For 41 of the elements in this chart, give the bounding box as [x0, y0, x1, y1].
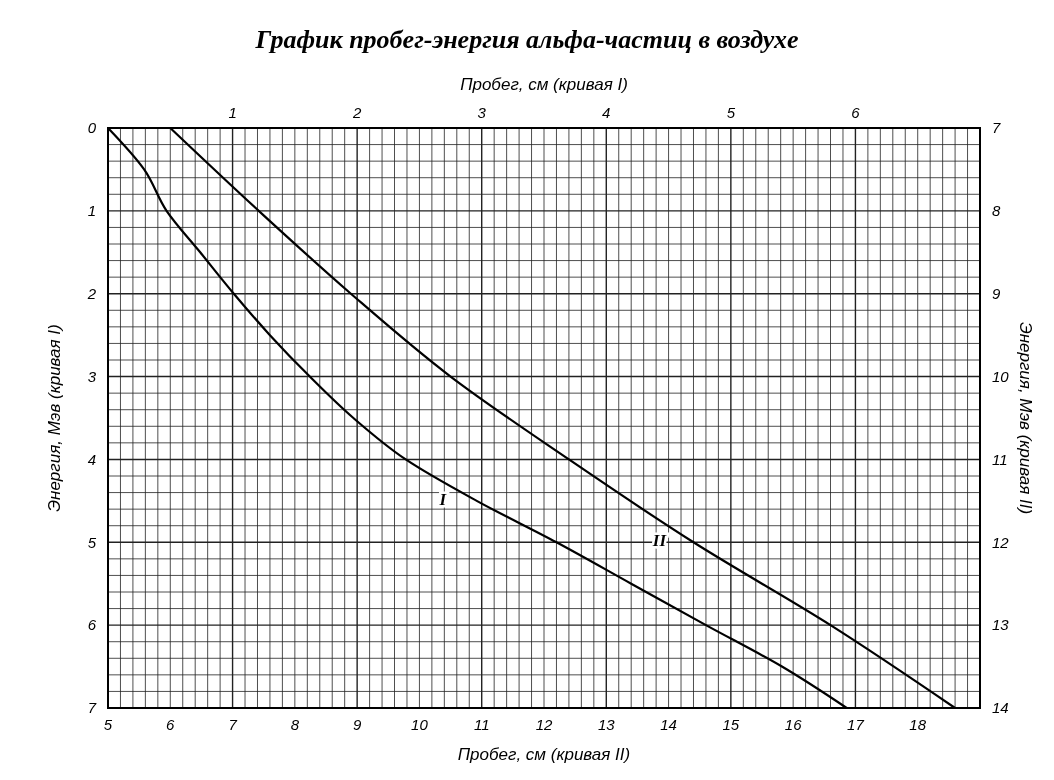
x2-tick-label: 1 — [228, 104, 237, 121]
y2-tick-label: 14 — [992, 699, 1009, 717]
y-tick-label: 6 — [87, 616, 97, 634]
y-tick-label: 7 — [87, 699, 97, 717]
x-axis-title: Пробег, см (кривая II) — [457, 745, 631, 764]
x2-tick-label: 5 — [726, 104, 736, 121]
x-tick-label: 9 — [352, 716, 362, 733]
x2-tick-label: 2 — [351, 104, 362, 121]
y-tick-label: 0 — [87, 119, 97, 137]
x2-tick-label: 6 — [851, 104, 861, 121]
y-tick-label: 1 — [87, 202, 96, 220]
y-tick-label: 4 — [87, 450, 96, 468]
y2-tick-label: 13 — [992, 616, 1010, 634]
x-tick-label: 18 — [909, 716, 927, 733]
chart-title: График пробег-энергия альфа-частиц в воздухе — [254, 25, 799, 54]
x-tick-label: 7 — [228, 716, 238, 733]
x2-tick-label: 3 — [477, 104, 487, 121]
y2-tick-label: 10 — [992, 367, 1010, 385]
y2-axis-title: Энергия, Мэв (кривая II) — [1016, 321, 1035, 515]
x-tick-label: 12 — [535, 716, 553, 733]
y2-tick-label: 9 — [992, 284, 1001, 302]
x-tick-label: 17 — [847, 716, 865, 733]
y-tick-label: 2 — [86, 284, 97, 302]
y-axis-title: Энергия, Мэв (кривая I) — [45, 324, 64, 512]
x-tick-label: 14 — [660, 716, 677, 733]
y2-tick-label: 8 — [992, 202, 1001, 220]
x-tick-label: 10 — [411, 716, 429, 733]
x-tick-label: 5 — [103, 716, 113, 733]
x2-axis-title: Пробег, см (кривая I) — [460, 75, 628, 94]
y2-tick-label: 7 — [992, 119, 1001, 137]
x-tick-label: 11 — [473, 716, 490, 733]
x-tick-label: 13 — [597, 716, 616, 733]
x-tick-label: 8 — [290, 716, 300, 733]
x2-tick-label: 4 — [602, 104, 611, 121]
y2-tick-label: 11 — [992, 450, 1008, 468]
x-tick-label: 6 — [166, 716, 176, 733]
x-tick-label: 16 — [784, 716, 803, 733]
y-tick-label: 5 — [87, 533, 97, 551]
x-tick-label: 15 — [722, 716, 740, 733]
y-tick-label: 3 — [87, 367, 97, 385]
y2-tick-label: 12 — [992, 533, 1010, 551]
